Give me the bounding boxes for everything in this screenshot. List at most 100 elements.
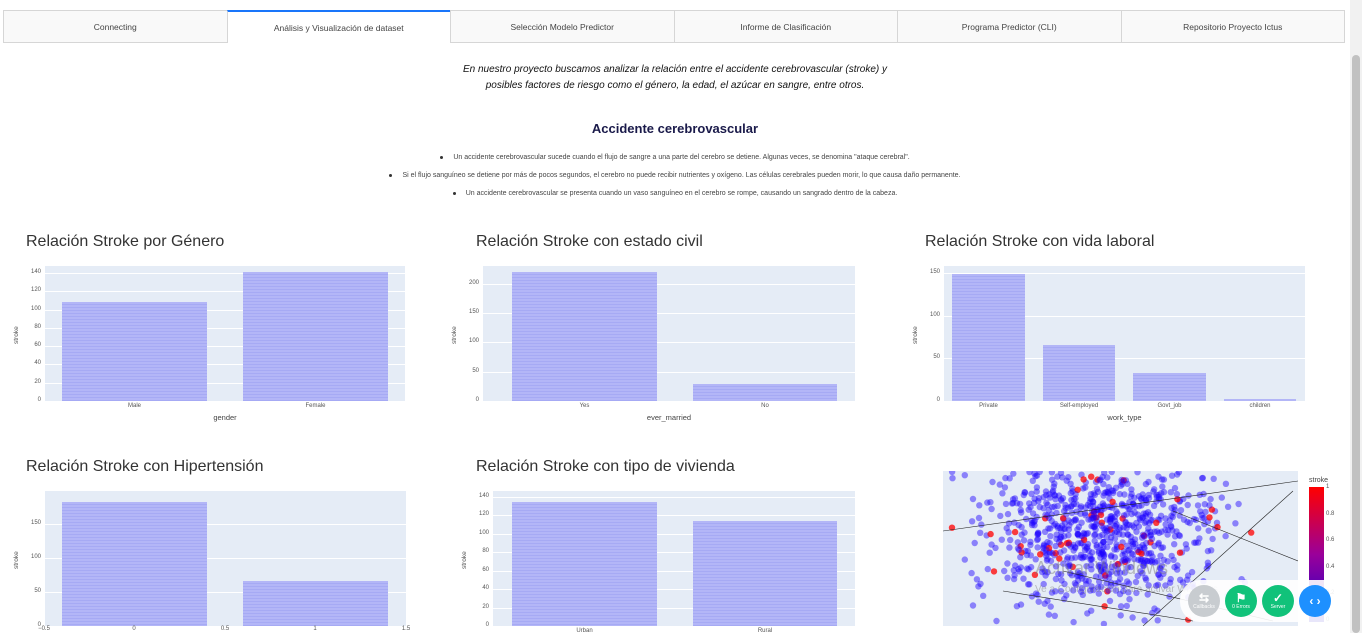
y-axis-label: stroke: [461, 550, 468, 569]
scatter-point: [1067, 570, 1074, 577]
scatter-point: [1061, 525, 1069, 533]
scatter-point: [1062, 504, 1069, 512]
scatter-point: [1002, 474, 1009, 482]
fab-label: Callbacks: [1193, 604, 1215, 610]
scatter-point: [1085, 577, 1092, 585]
scrollbar-thumb[interactable]: [1352, 55, 1360, 633]
scatter-point: [1137, 568, 1144, 575]
scatter-point: [1087, 561, 1095, 569]
fab-label: Server: [1270, 604, 1286, 610]
tab-6[interactable]: Repositorio Proyecto Ictus: [1120, 10, 1345, 43]
scatter-point: [1061, 533, 1068, 540]
scatter-point: [1124, 542, 1131, 549]
tab-2[interactable]: Análisis y Visualización de dataset: [226, 10, 451, 43]
bar[interactable]: [62, 302, 207, 401]
scatter-point: [1015, 565, 1022, 573]
scatter-point: [1097, 551, 1105, 558]
scatter-point: [1169, 513, 1176, 521]
scatter-point: [1046, 539, 1053, 547]
scatter-point: [1150, 488, 1157, 495]
y-tick-label: 40: [482, 585, 489, 592]
bar-chart-plot[interactable]: [944, 266, 1305, 401]
scatter-point: [1082, 512, 1089, 519]
bar[interactable]: [1043, 345, 1115, 401]
errors-button[interactable]: ⚑ 0 Errors: [1225, 585, 1257, 617]
bar[interactable]: [1224, 399, 1296, 401]
scatter-point: [1099, 548, 1106, 556]
gridline: [45, 309, 405, 311]
scatter-point: [1139, 531, 1147, 538]
bar-chart-plot[interactable]: [45, 491, 406, 626]
scatter-point: [1057, 471, 1065, 477]
bar[interactable]: [952, 273, 1025, 401]
scatter-point: [1065, 474, 1072, 481]
x-tick-label: 0: [132, 626, 136, 632]
bar-chart-plot[interactable]: [493, 491, 855, 626]
scatter-point: [1070, 587, 1077, 594]
scatter-point: [1071, 543, 1079, 551]
scatter-point: [1128, 550, 1135, 557]
tab-4[interactable]: Informe de Clasificación: [673, 10, 898, 43]
scatter-point: [1018, 523, 1025, 531]
x-axis-label: ever_married: [646, 413, 692, 422]
bar-chart-plot[interactable]: [45, 266, 405, 401]
scatter-point: [1169, 527, 1176, 534]
scatter-point: [1143, 499, 1150, 507]
fab-label: 0 Errors: [1232, 604, 1250, 610]
bar[interactable]: [693, 384, 837, 401]
scatter-point: [1107, 515, 1114, 522]
dev-tools-toggle-button[interactable]: ‹ ›: [1299, 585, 1331, 617]
bar[interactable]: [1133, 372, 1206, 401]
scatter-point: [1057, 571, 1065, 578]
scatter-point: [1078, 585, 1086, 592]
scatter-point: [990, 568, 998, 575]
scatter-point: [1206, 502, 1213, 509]
scatter-point: [1157, 565, 1164, 573]
scatter-point: [971, 539, 978, 547]
bar[interactable]: [512, 272, 657, 401]
bar[interactable]: [243, 581, 388, 626]
scatter-point: [1141, 545, 1148, 552]
scatter-point: [1140, 562, 1148, 569]
bar[interactable]: [512, 501, 657, 626]
scatter-point: [1048, 589, 1056, 596]
scatter-point: [1006, 475, 1013, 482]
server-button[interactable]: ✓ Server: [1262, 585, 1294, 617]
scatter-point: [1129, 538, 1136, 545]
scatter-point: [1201, 520, 1208, 528]
scatter-point: [1107, 517, 1114, 525]
bar[interactable]: [243, 272, 388, 401]
scatter-point: [1151, 559, 1159, 566]
scatter-point: [1145, 525, 1152, 532]
scatter-point: [1052, 496, 1059, 503]
scatter-point: [1096, 477, 1103, 484]
scatter-point: [1041, 600, 1048, 607]
scatter-point: [978, 521, 985, 528]
vertical-scrollbar[interactable]: [1350, 0, 1362, 633]
y-tick-label: 0: [936, 397, 940, 403]
scatter-point: [1126, 596, 1133, 603]
scatter-point: [1162, 515, 1169, 522]
tab-3[interactable]: Selección Modelo Predictor: [450, 10, 675, 43]
scatter-plot[interactable]: [943, 471, 1298, 626]
callbacks-button[interactable]: ⇆ Callbacks: [1188, 585, 1220, 617]
scatter-point: [1116, 569, 1124, 576]
scatter-point: [948, 471, 956, 476]
scatter-point: [1107, 553, 1115, 560]
scatter-point: [1147, 517, 1155, 524]
scatter-point: [1051, 491, 1058, 499]
bar[interactable]: [62, 501, 207, 626]
scatter-point: [1057, 541, 1065, 548]
scatter-point: [1140, 560, 1148, 567]
bar[interactable]: [693, 520, 837, 626]
scatter-point: [1170, 556, 1177, 564]
bar-chart-plot[interactable]: [483, 266, 855, 401]
scatter-point: [1122, 477, 1130, 484]
tab-1[interactable]: Connecting: [3, 10, 228, 43]
scatter-point: [1125, 505, 1132, 513]
scatter-point: [1204, 559, 1212, 566]
tab-5[interactable]: Programa Predictor (CLI): [897, 10, 1122, 43]
scatter-point: [1101, 566, 1109, 573]
scatter-point: [1013, 500, 1021, 507]
scatter-point: [1070, 500, 1077, 508]
